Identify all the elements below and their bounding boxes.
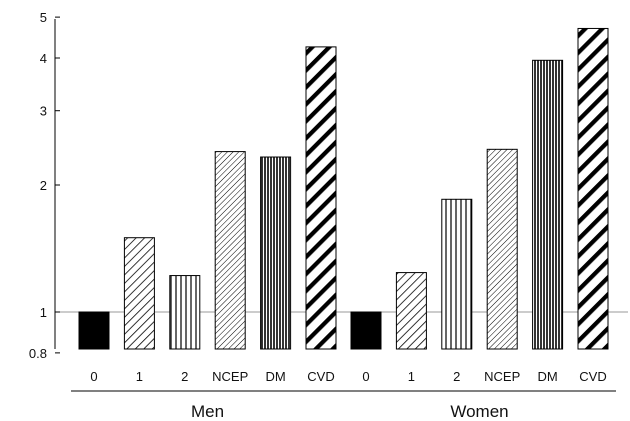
category-label: 2 <box>181 369 188 384</box>
category-labels: 0 1 2 NCEP DM CVD 0 1 2 NCEP DM CVD <box>90 369 606 384</box>
bar-women-1 <box>395 272 427 350</box>
category-label: DM <box>265 369 285 384</box>
category-label: 0 <box>90 369 97 384</box>
bar-men-dm <box>260 156 292 350</box>
category-label: 2 <box>453 369 460 384</box>
y-ticks: 0.8 1 2 3 4 5 <box>29 10 60 361</box>
category-label: 0 <box>362 369 369 384</box>
bar-men-ncep <box>214 151 246 350</box>
bar-men-1 <box>123 237 155 350</box>
bar-men-0 <box>78 311 110 350</box>
category-label: 1 <box>136 369 143 384</box>
bar-women-0 <box>350 311 382 350</box>
group-label-women: Women <box>450 402 508 421</box>
y-tick-label: 1 <box>40 305 47 320</box>
bar-women-2 <box>441 198 473 350</box>
category-label: CVD <box>579 369 606 384</box>
category-label: CVD <box>307 369 334 384</box>
bar-women-dm <box>532 59 564 350</box>
category-label: DM <box>537 369 557 384</box>
bar-men-cvd <box>305 46 337 350</box>
bar-women-ncep <box>486 148 518 350</box>
y-tick-label: 5 <box>40 10 47 25</box>
category-label: NCEP <box>484 369 520 384</box>
y-tick-label: 0.8 <box>29 346 47 361</box>
category-label: 1 <box>408 369 415 384</box>
y-tick-label: 3 <box>40 104 47 119</box>
bars <box>78 27 609 350</box>
y-tick-label: 2 <box>40 178 47 193</box>
y-tick-label: 4 <box>40 51 47 66</box>
bar-women-cvd <box>577 27 609 350</box>
group-label-men: Men <box>191 402 224 421</box>
category-label: NCEP <box>212 369 248 384</box>
group-labels: Men Women <box>191 402 509 421</box>
bar-men-2 <box>169 275 201 350</box>
